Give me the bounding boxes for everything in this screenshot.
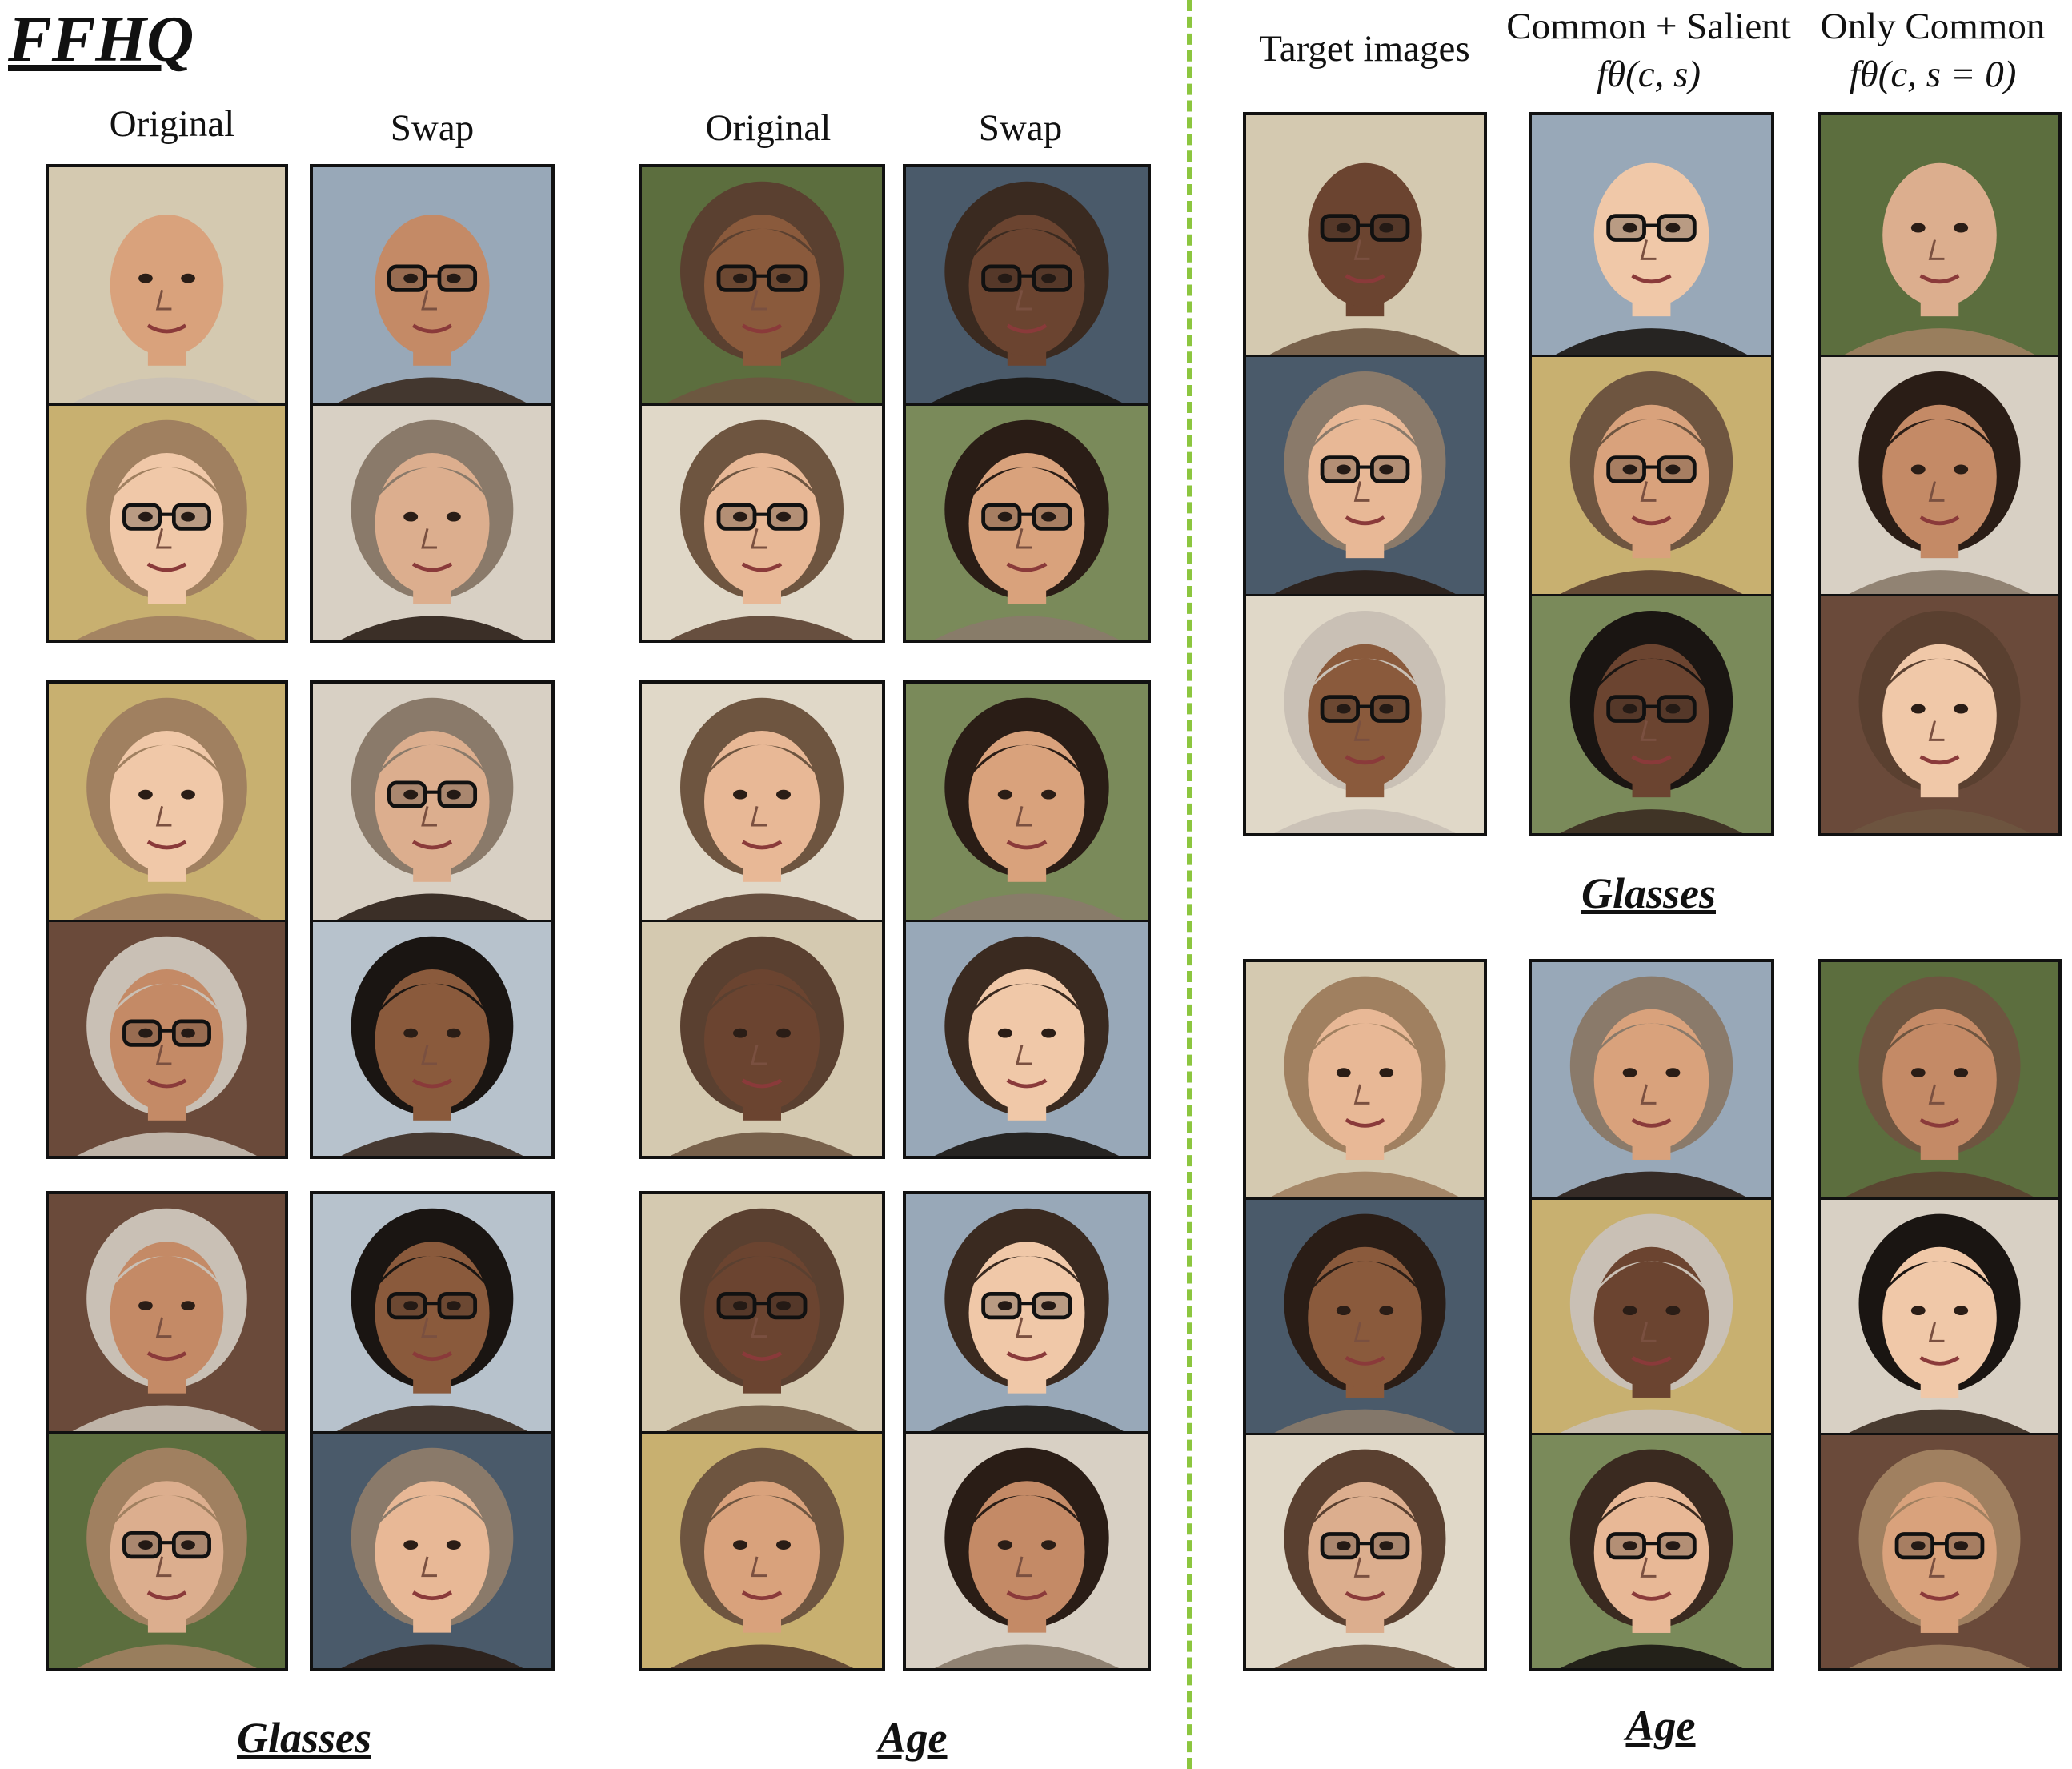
right-age-only-common-column [1818, 959, 2062, 1671]
face-photo [642, 1431, 882, 1668]
face-photo [313, 684, 551, 920]
face-photo [1821, 355, 2058, 596]
face-photo [1532, 962, 1771, 1197]
face-photo [1821, 1433, 2058, 1668]
face-photo [1246, 962, 1484, 1197]
left-glasses-original-column-group-2 [46, 680, 288, 1159]
face-photo [49, 167, 285, 403]
header-common-salient: Common + Salient [1506, 6, 1791, 47]
face-photo [642, 684, 882, 920]
header-common-salient-formula: fθ(c, s) [1596, 54, 1701, 95]
panel-divider [1187, 0, 1192, 1769]
face-photo [642, 403, 882, 640]
face-photo [1532, 115, 1771, 355]
face-photo [906, 167, 1148, 403]
face-photo [642, 920, 882, 1156]
face-photo [906, 1194, 1148, 1431]
left-age-original-column-group-2 [639, 680, 885, 1159]
header-swap-glasses: Swap [390, 107, 475, 149]
face-photo [906, 920, 1148, 1156]
right-glasses-target-column [1243, 112, 1487, 836]
face-photo [49, 403, 285, 640]
left-section-label-glasses: Glasses [236, 1714, 371, 1762]
header-target-images: Target images [1259, 28, 1470, 70]
right-age-common-salient-column [1529, 959, 1774, 1671]
header-only-common: Only Common [1820, 6, 2046, 47]
face-photo [49, 684, 285, 920]
left-glasses-original-column-group-1 [46, 164, 288, 643]
face-photo [1821, 115, 2058, 355]
face-photo [1246, 594, 1484, 833]
face-photo [1532, 355, 1771, 596]
face-photo [313, 1431, 551, 1668]
left-glasses-original-column-group-3 [46, 1191, 288, 1671]
face-photo [1821, 594, 2058, 833]
face-photo [313, 167, 551, 403]
left-age-original-column-group-1 [639, 164, 885, 643]
face-photo [1246, 355, 1484, 596]
face-photo [642, 1194, 882, 1431]
face-photo [906, 1431, 1148, 1668]
face-photo [49, 1194, 285, 1431]
left-age-swap-column-group-2 [903, 680, 1151, 1159]
face-photo [313, 920, 551, 1156]
face-photo [1821, 962, 2058, 1197]
left-glasses-swap-column-group-1 [310, 164, 555, 643]
face-photo [1821, 1197, 2058, 1435]
face-photo [906, 403, 1148, 640]
left-age-swap-column-group-3 [903, 1191, 1151, 1671]
header-swap-age: Swap [978, 107, 1063, 149]
face-photo [49, 1431, 285, 1668]
face-photo [1246, 1433, 1484, 1668]
face-photo [1532, 1433, 1771, 1668]
dataset-title: FFHQ [8, 2, 194, 75]
header-only-common-formula: fθ(c, s = 0) [1849, 54, 2017, 95]
face-photo [906, 684, 1148, 920]
left-glasses-swap-column-group-2 [310, 680, 555, 1159]
left-age-original-column-group-3 [639, 1191, 885, 1671]
right-glasses-only-common-column [1818, 112, 2062, 836]
right-section-label-glasses: Glasses [1581, 869, 1716, 917]
face-photo [1532, 1197, 1771, 1435]
header-original-glasses: Original [109, 103, 235, 145]
face-photo [313, 1194, 551, 1431]
face-photo [49, 920, 285, 1156]
right-glasses-common-salient-column [1529, 112, 1774, 836]
face-photo [642, 167, 882, 403]
face-photo [1246, 1197, 1484, 1435]
right-age-target-column [1243, 959, 1487, 1671]
left-glasses-swap-column-group-3 [310, 1191, 555, 1671]
right-section-label-age: Age [1625, 1702, 1696, 1750]
header-original-age: Original [705, 107, 832, 149]
left-section-label-age: Age [877, 1714, 948, 1762]
face-photo [1532, 594, 1771, 833]
face-photo [313, 403, 551, 640]
left-age-swap-column-group-1 [903, 164, 1151, 643]
face-photo [1246, 115, 1484, 355]
